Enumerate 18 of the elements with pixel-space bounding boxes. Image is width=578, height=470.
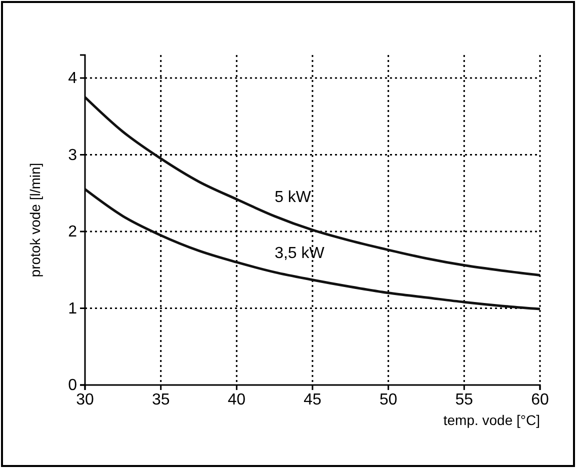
line-series: [84, 96, 542, 277]
y-axis-title: protok vode [l/min]: [27, 162, 43, 278]
x-tick-label: 45: [304, 391, 322, 408]
series-label: 5 kW: [274, 189, 312, 206]
line-series: [84, 188, 542, 310]
x-tick-label: 40: [228, 391, 246, 408]
y-tick-label: 0: [68, 377, 78, 394]
x-tick-label: 30: [76, 391, 94, 408]
y-tick-label: 4: [68, 70, 78, 88]
x-tick-label: 50: [379, 391, 398, 408]
y-tick-label: 3: [68, 146, 78, 164]
x-tick-label: 55: [455, 391, 474, 408]
x-tick-label: 35: [152, 391, 170, 408]
x-axis-title: temp. vode [°C]: [443, 412, 540, 428]
x-tick-label: 60: [531, 391, 549, 408]
y-tick-label: 1: [68, 300, 78, 318]
series-label: 3,5 kW: [274, 245, 326, 262]
y-tick-label: 2: [68, 224, 78, 241]
